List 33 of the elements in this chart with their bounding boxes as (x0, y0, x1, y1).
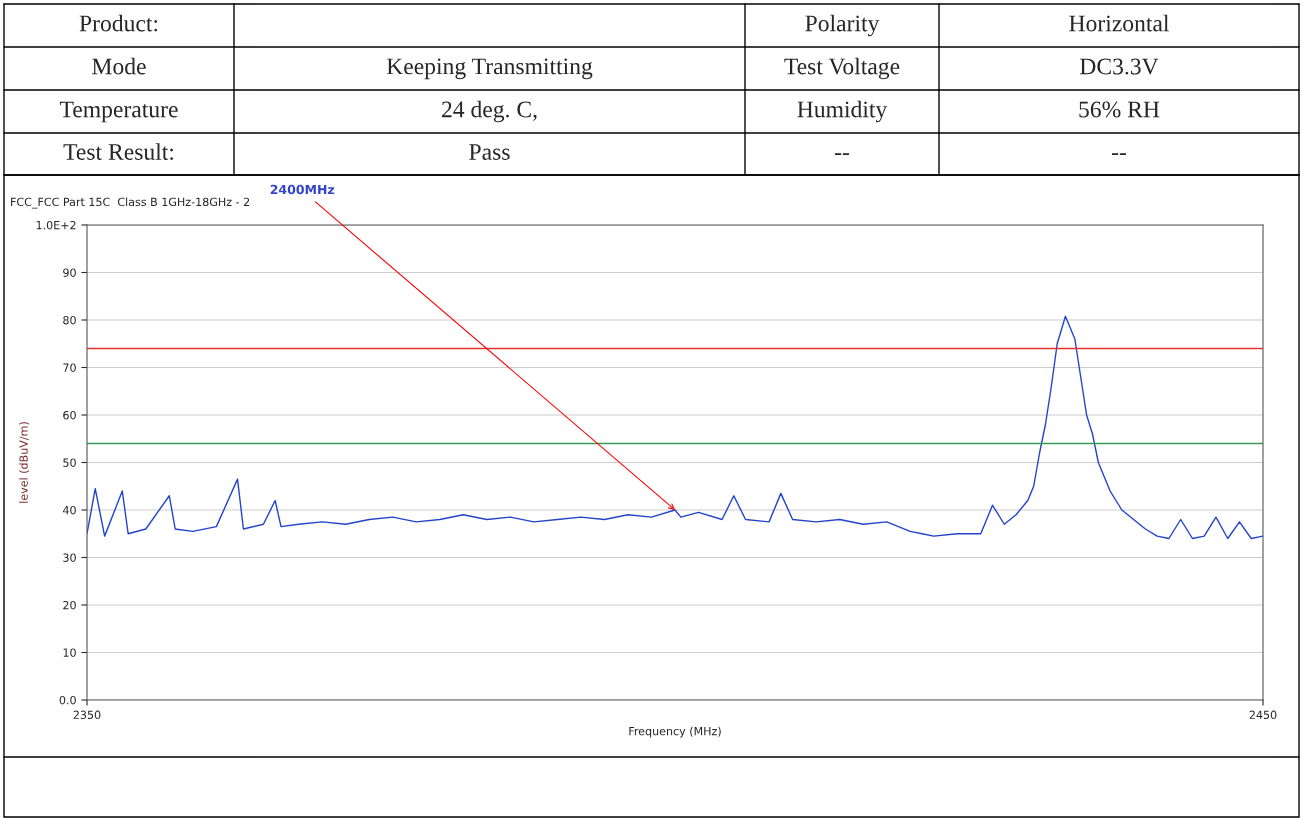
text: Horizontal (1069, 14, 1170, 32)
text: DC3.3V (1080, 58, 1159, 75)
text: 24 deg. C, (442, 100, 537, 123)
text: Humidity (797, 100, 888, 123)
text: Test Result: (63, 143, 173, 161)
text: -- (835, 153, 850, 155)
text: Keeping Transmitting (386, 58, 593, 80)
text: Test Voltage (784, 57, 900, 80)
y-axis-title: level (dBuV/m) (19, 422, 30, 503)
y-tick-label: 50 (63, 458, 76, 467)
line-series (87, 315, 1263, 540)
y-tick-label: 90 (63, 268, 76, 277)
x-axis-title: Frequency (MHz) (629, 726, 721, 738)
x-tick-label: 2450 (1249, 710, 1277, 720)
x-tick-label: 2350 (73, 710, 101, 720)
y-tick-label: 10 (63, 648, 76, 657)
y-tick-label: 30 (63, 553, 76, 562)
text: Polarity (805, 14, 880, 37)
chart-title: FCC_FCC Part 15C Class B 1GHz-18GHz - 2 (11, 197, 250, 209)
text: Pass (469, 144, 510, 160)
y-tick-label: 80 (63, 315, 76, 325)
y-tick-label: 40 (62, 505, 76, 515)
text: Temperature (59, 101, 178, 123)
y-tick-label: 1.0E+2 (36, 220, 76, 230)
y-tick-label: 0.0 (59, 695, 76, 705)
y-tick-label: 60 (63, 410, 76, 420)
text: -- (1112, 153, 1127, 155)
text: Mode (92, 57, 146, 75)
y-tick-label: 20 (63, 600, 76, 610)
text: Product: (79, 14, 158, 32)
text: 56% RH (1079, 101, 1160, 118)
annotation: 2400MHz (270, 184, 335, 195)
y-tick-label: 70 (63, 363, 76, 372)
